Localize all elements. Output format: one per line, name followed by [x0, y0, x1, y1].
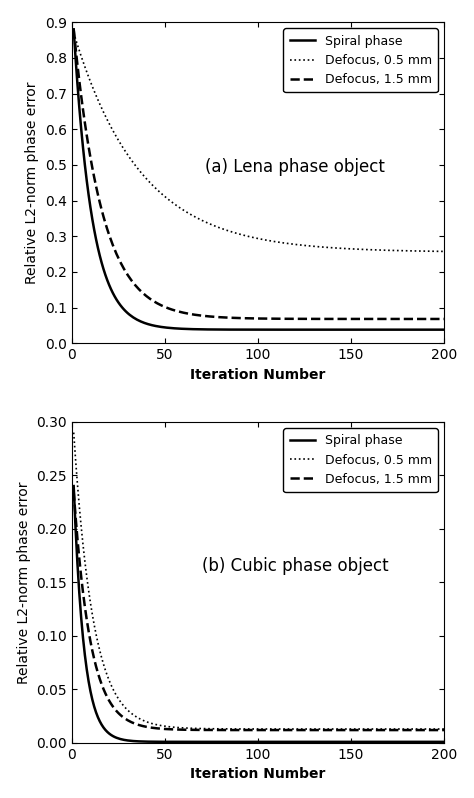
Spiral phase [140, 737, 146, 746]
Defocus, 0.5 mm [410, 725, 415, 734]
Spiral phase [86, 677, 91, 686]
Defocus, 0.5 mm [170, 198, 175, 207]
Text: (b) Cubic phase object: (b) Cubic phase object [202, 557, 389, 575]
Defocus, 0.5 mm [71, 428, 76, 437]
Defocus, 1.5 mm [170, 725, 175, 734]
Line: Spiral phase: Spiral phase [73, 486, 444, 742]
Defocus, 1.5 mm [170, 305, 175, 314]
Defocus, 0.5 mm [93, 630, 99, 639]
Spiral phase [86, 190, 91, 200]
Defocus, 1.5 mm [93, 181, 99, 191]
Spiral phase [140, 318, 146, 327]
Defocus, 1.5 mm [410, 314, 415, 324]
Defocus, 0.5 mm [441, 725, 447, 734]
Spiral phase [170, 323, 175, 333]
Spiral phase [410, 325, 415, 334]
Defocus, 0.5 mm [441, 247, 447, 256]
X-axis label: Iteration Number: Iteration Number [191, 368, 326, 381]
Line: Defocus, 1.5 mm: Defocus, 1.5 mm [73, 30, 444, 319]
Defocus, 1.5 mm [140, 288, 146, 298]
Defocus, 1.5 mm [86, 142, 91, 152]
Spiral phase [441, 737, 447, 747]
Legend: Spiral phase, Defocus, 0.5 mm, Defocus, 1.5 mm: Spiral phase, Defocus, 0.5 mm, Defocus, … [283, 29, 438, 93]
Line: Spiral phase: Spiral phase [73, 30, 444, 330]
Legend: Spiral phase, Defocus, 0.5 mm, Defocus, 1.5 mm: Spiral phase, Defocus, 0.5 mm, Defocus, … [283, 428, 438, 492]
Defocus, 0.5 mm [423, 725, 428, 734]
Defocus, 1.5 mm [410, 725, 415, 735]
Defocus, 0.5 mm [423, 247, 428, 256]
Defocus, 1.5 mm [441, 314, 447, 324]
Defocus, 1.5 mm [140, 721, 146, 731]
Spiral phase [410, 737, 415, 747]
X-axis label: Iteration Number: Iteration Number [191, 768, 326, 781]
Spiral phase [170, 737, 175, 747]
Defocus, 1.5 mm [423, 314, 428, 324]
Line: Defocus, 0.5 mm: Defocus, 0.5 mm [73, 433, 444, 729]
Defocus, 0.5 mm [93, 91, 99, 101]
Defocus, 1.5 mm [71, 487, 76, 496]
Defocus, 1.5 mm [86, 626, 91, 636]
Spiral phase [71, 25, 76, 34]
Spiral phase [441, 325, 447, 334]
Spiral phase [93, 235, 99, 244]
Line: Defocus, 1.5 mm: Defocus, 1.5 mm [73, 492, 444, 730]
Defocus, 0.5 mm [86, 586, 91, 595]
Defocus, 1.5 mm [441, 725, 447, 735]
Defocus, 0.5 mm [86, 72, 91, 81]
Defocus, 0.5 mm [170, 722, 175, 732]
Defocus, 1.5 mm [71, 25, 76, 34]
Defocus, 0.5 mm [410, 246, 415, 255]
Line: Defocus, 0.5 mm: Defocus, 0.5 mm [73, 33, 444, 251]
Defocus, 0.5 mm [71, 28, 76, 38]
Defocus, 0.5 mm [140, 170, 146, 180]
Text: (a) Lena phase object: (a) Lena phase object [205, 158, 385, 176]
Spiral phase [423, 737, 428, 747]
Defocus, 0.5 mm [140, 715, 146, 725]
Y-axis label: Relative L2-norm phase error: Relative L2-norm phase error [26, 81, 39, 284]
Y-axis label: Relative L2-norm phase error: Relative L2-norm phase error [17, 481, 31, 684]
Spiral phase [423, 325, 428, 334]
Defocus, 1.5 mm [93, 662, 99, 671]
Spiral phase [71, 481, 76, 491]
Defocus, 1.5 mm [423, 725, 428, 735]
Spiral phase [93, 708, 99, 717]
